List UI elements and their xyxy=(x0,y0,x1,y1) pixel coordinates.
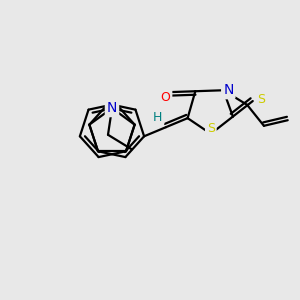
Text: N: N xyxy=(223,83,233,97)
Text: O: O xyxy=(160,91,170,103)
Text: S: S xyxy=(257,93,265,106)
Text: N: N xyxy=(107,101,117,115)
Text: S: S xyxy=(207,122,215,135)
Text: H: H xyxy=(153,111,163,124)
